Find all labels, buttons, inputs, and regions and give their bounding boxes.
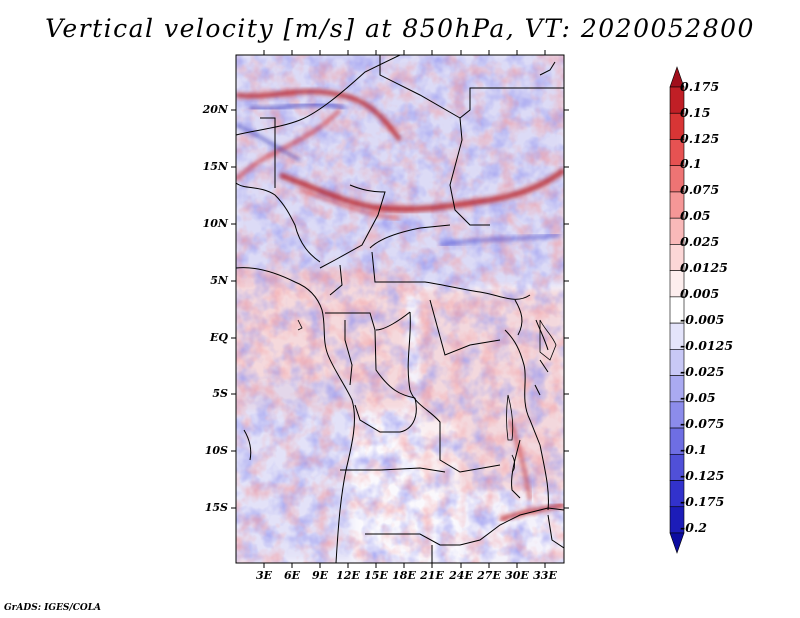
lon-label-21e: 21E <box>420 569 444 582</box>
colorbar-label: 0.125 <box>680 131 720 146</box>
lon-label-27e: 27E <box>477 569 501 582</box>
lat-label-5s: 5S <box>212 387 228 400</box>
colorbar-label: 0.0125 <box>680 260 728 275</box>
map-title: Vertical velocity [m/s] at 850hPa, VT: 2… <box>45 14 755 43</box>
lat-label-10s: 10S <box>204 444 228 457</box>
lon-label-9e: 9E <box>311 569 329 582</box>
colorbar-label: -0.005 <box>680 312 725 327</box>
colorbar-label: -0.2 <box>680 520 707 535</box>
map-frame <box>235 54 565 564</box>
lon-label-30e: 30E <box>505 569 529 582</box>
colorbar-label: -0.1 <box>680 442 707 457</box>
lat-label-20n: 20N <box>202 103 228 116</box>
country-borders <box>236 55 564 563</box>
colorbar-label: 0.075 <box>680 182 720 197</box>
colorbar-label: 0.1 <box>680 156 702 171</box>
lon-label-18e: 18E <box>392 569 416 582</box>
grads-credit: GrADS: IGES/COLA <box>4 603 102 613</box>
lakes <box>297 319 557 473</box>
lat-label-15s: 15S <box>204 501 228 514</box>
velocity-field <box>236 55 564 563</box>
colorbar-label: -0.0125 <box>680 338 734 353</box>
colorbar-label: 0.15 <box>680 105 711 120</box>
colorbar-label: -0.05 <box>680 390 716 405</box>
lon-label-15e: 15E <box>364 569 388 582</box>
colorbar-swatch <box>669 532 685 554</box>
colorbar <box>669 66 685 554</box>
lon-label-33e: 33E <box>533 569 557 582</box>
colorbar-label: 0.175 <box>680 79 720 94</box>
colorbar-label: -0.075 <box>680 416 725 431</box>
lat-label-eq: EQ <box>210 331 228 344</box>
lon-label-6e: 6E <box>283 569 301 582</box>
lon-label-12e: 12E <box>336 569 360 582</box>
lat-label-5n: 5N <box>210 274 228 287</box>
colorbar-label: -0.125 <box>680 468 725 483</box>
colorbar-label: 0.05 <box>680 208 711 223</box>
colorbar-label: 0.025 <box>680 234 720 249</box>
colorbar-label: 0.005 <box>680 286 720 301</box>
lon-label-3e: 3E <box>255 569 273 582</box>
lat-label-15n: 15N <box>202 160 228 173</box>
lon-label-24e: 24E <box>449 569 473 582</box>
colorbar-label: -0.175 <box>680 494 725 509</box>
axis-ticks <box>231 50 569 568</box>
colorbar-label: -0.025 <box>680 364 725 379</box>
lat-label-10n: 10N <box>202 217 228 230</box>
